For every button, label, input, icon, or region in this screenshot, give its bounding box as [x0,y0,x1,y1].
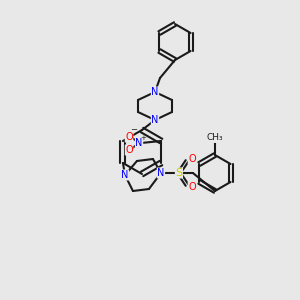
Text: N: N [151,87,159,97]
Text: CH₃: CH₃ [207,134,223,142]
Text: O: O [125,132,133,142]
Text: N: N [121,170,129,180]
Text: N: N [151,115,159,125]
Text: −: − [130,125,138,134]
Text: +: + [140,135,146,141]
Text: N: N [157,168,165,178]
Text: N: N [135,138,143,148]
Text: O: O [125,145,133,155]
Text: S: S [176,168,182,178]
Text: O: O [188,154,196,164]
Text: O: O [188,182,196,192]
